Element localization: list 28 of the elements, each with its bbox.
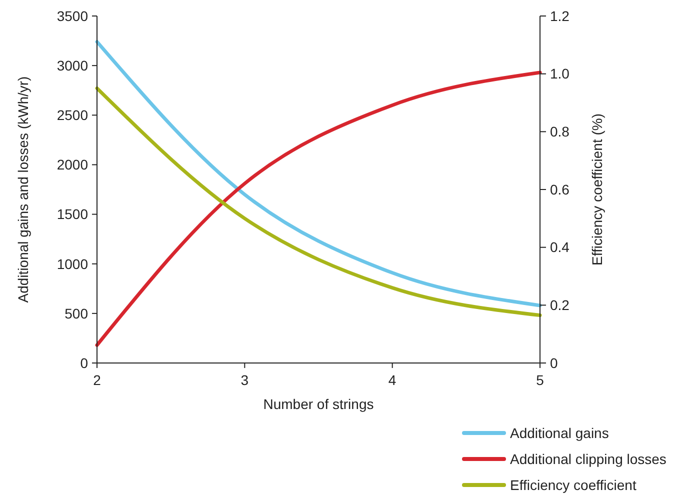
y-axis-title: Additional gains and losses (kWh/yr) xyxy=(15,76,31,303)
y2-tick-label: 0.8 xyxy=(550,124,570,140)
x-tick-label: 4 xyxy=(388,372,396,388)
y-tick-label: 3500 xyxy=(56,8,88,24)
y2-axis-title: Efficiency coefficient (%) xyxy=(589,114,605,266)
y-tick-label: 3000 xyxy=(56,57,88,74)
line-series xyxy=(95,70,542,347)
y2-tick-label: 1.2 xyxy=(550,8,570,24)
x-tick-label: 2 xyxy=(93,372,102,388)
y-tick-label: 1500 xyxy=(56,206,88,222)
legend-label: Additional gains xyxy=(510,424,609,441)
y-tick-label: 1000 xyxy=(56,256,88,272)
y2-tick-label: 0 xyxy=(550,354,558,371)
y-tick-label: 500 xyxy=(64,305,88,322)
line-series xyxy=(95,86,542,318)
line-series xyxy=(95,40,542,308)
x-tick-label: 5 xyxy=(536,372,544,388)
y2-tick-label: 0.4 xyxy=(550,239,570,256)
y-tick-label: 0 xyxy=(80,354,88,371)
y2-tick-label: 0.2 xyxy=(550,297,570,314)
legend-label: Additional clipping losses xyxy=(510,450,666,467)
x-tick-label: 3 xyxy=(240,372,249,388)
y2-tick-label: 1.0 xyxy=(550,66,570,82)
y2-tick-label: 0.6 xyxy=(550,181,570,198)
y-tick-label: 2500 xyxy=(56,107,88,124)
legend-label: Efficiency coefficient xyxy=(510,476,636,493)
x-axis-title: Number of strings xyxy=(263,396,374,412)
y-tick-label: 2000 xyxy=(56,156,88,173)
